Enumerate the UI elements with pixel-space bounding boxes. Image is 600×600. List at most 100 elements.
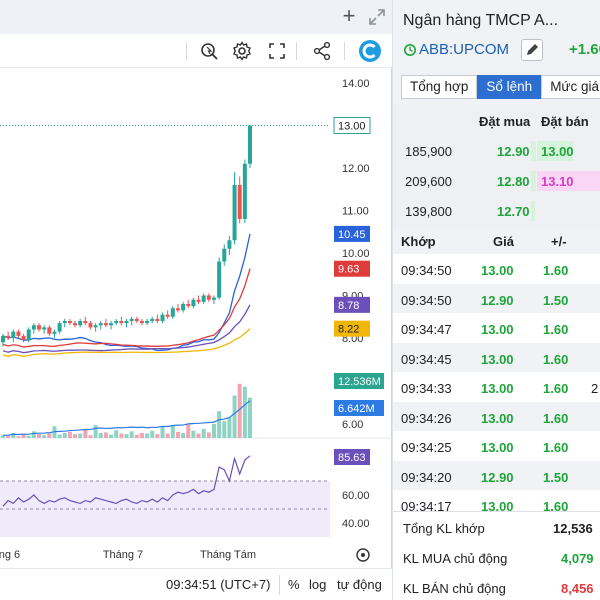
volume-bar: [155, 434, 160, 438]
fullscreen-icon[interactable]: [264, 38, 290, 64]
candle: [1, 335, 5, 343]
panel-tabs: Tổng hợp Sổ lệnh Mức giá: [401, 75, 600, 99]
orderbook-row[interactable]: 185,900 12.90 13.00: [393, 136, 600, 166]
total-label: Tổng KL khớp: [403, 521, 485, 536]
trade-change: 1.60: [543, 263, 569, 278]
trade-row[interactable]: 09:34:47 13.00 1.60: [393, 313, 600, 343]
time-axis-label: Tháng 7: [103, 549, 143, 561]
price-badge-label: 9.63: [338, 264, 359, 276]
volume-bar: [217, 411, 222, 438]
candle: [191, 299, 196, 307]
percent-scale-toggle[interactable]: %: [288, 577, 300, 592]
trades-list[interactable]: 09:34:50 13.00 1.60 09:34:50 12.90 1.50 09:34:…: [393, 254, 600, 511]
trade-time: 09:34:20: [401, 469, 452, 485]
tab-summary[interactable]: Tổng hợp: [401, 75, 478, 99]
price-badge-label: 12.536M: [338, 376, 381, 388]
axis-settings-icon: [361, 553, 365, 557]
trade-row[interactable]: 09:34:50 13.00 1.60: [393, 254, 600, 284]
refresh-icon[interactable]: [403, 43, 417, 57]
candle: [109, 323, 114, 326]
candle: [52, 331, 57, 334]
trade-change: 1.50: [543, 469, 569, 485]
price-header: Giá: [493, 234, 514, 249]
volume-bar: [165, 433, 170, 438]
trade-time: 09:34:45: [401, 351, 452, 367]
tab-orderbook[interactable]: Sổ lệnh: [477, 75, 542, 99]
edit-icon[interactable]: [521, 39, 543, 61]
price-badge-label: 8.78: [338, 300, 359, 312]
trade-row[interactable]: 09:34:17 13.00 1.60: [393, 490, 600, 511]
ma-red-line: [2, 268, 251, 348]
rsi-tick-label: 60.00: [342, 490, 370, 502]
candle: [37, 325, 42, 330]
volume-bar: [160, 426, 165, 438]
candle: [186, 304, 191, 307]
volume-bar: [186, 424, 191, 438]
total-label: KL MUA chủ động: [403, 551, 508, 566]
trade-row[interactable]: 09:34:25 13.00 1.60: [393, 431, 600, 461]
trade-change: 1.50: [543, 292, 569, 308]
expand-icon[interactable]: [366, 6, 388, 28]
volume-ma-line: [2, 400, 251, 436]
settings-gear-icon[interactable]: [229, 38, 255, 64]
orderbook: Đặt mua Đặt bán 185,900 12.90 13.00 209,…: [393, 104, 600, 230]
chart-bottombar: 09:34:51 (UTC+7) % log tự động: [0, 568, 392, 600]
ma-yellow-line: [2, 328, 251, 358]
candle: [196, 299, 201, 302]
volume-bar: [227, 417, 232, 438]
trade-row[interactable]: 09:34:45 13.00 1.60: [393, 342, 600, 372]
price-chart[interactable]: 14.0012.0011.0010.009.008.006.0060.0040.…: [0, 68, 392, 568]
price-badge: [334, 260, 370, 277]
totals-section: Tổng KL khớp 12,536 KL MUA chủ động 4,079 KL…: [393, 511, 600, 600]
trade-price: 12.90: [481, 292, 514, 308]
volume-bar: [98, 432, 103, 438]
add-chart-button[interactable]: +: [342, 3, 356, 28]
candle: [57, 323, 62, 332]
candle: [119, 321, 124, 324]
candle: [6, 335, 11, 338]
trades-header: Khớp Giá +/-: [393, 228, 600, 254]
zoom-cursor-icon[interactable]: [196, 38, 222, 64]
share-icon[interactable]: [309, 38, 335, 64]
volume-bar: [191, 430, 196, 438]
volume-bar: [237, 383, 242, 438]
log-scale-toggle[interactable]: log: [309, 577, 327, 592]
volume-bar: [114, 430, 119, 438]
volume-bar: [67, 431, 72, 438]
price-badge: [334, 400, 384, 416]
tab-price-levels[interactable]: Mức giá: [541, 75, 600, 99]
candle: [175, 308, 180, 311]
candle: [103, 323, 108, 326]
brand-logo-icon[interactable]: [357, 38, 383, 64]
price-badge: [334, 320, 370, 337]
candle: [67, 321, 72, 324]
trade-change: 1.60: [543, 322, 569, 337]
ticker-symbol[interactable]: ABB:UPCOM: [419, 41, 510, 58]
auto-scale-toggle[interactable]: tự động: [337, 577, 382, 592]
candle: [88, 323, 93, 328]
trade-row[interactable]: 09:34:20 12.90 1.50: [393, 460, 600, 490]
trade-change: 1.60: [543, 440, 569, 455]
candle: [242, 163, 247, 219]
volume-bar: [11, 432, 16, 438]
price-badge-label: 85.63: [338, 452, 366, 464]
candle: [248, 125, 252, 164]
trade-row[interactable]: 09:34:33 13.00 1.60 2: [393, 372, 600, 402]
toolbar-divider: [279, 575, 280, 595]
trade-row[interactable]: 09:34:50 12.90 1.50: [393, 283, 600, 313]
trade-price: 13.00: [481, 499, 514, 511]
trade-row[interactable]: 09:34:26 13.00 1.60: [393, 401, 600, 431]
candle: [21, 335, 26, 341]
candle: [160, 314, 165, 321]
orderbook-row[interactable]: 209,600 12.80 13.10: [393, 166, 600, 196]
candle: [16, 331, 21, 336]
trade-price: 13.00: [481, 263, 514, 278]
price-badge-label: 6.642M: [338, 403, 375, 415]
time-axis-label: Tháng Tám: [200, 549, 256, 561]
stock-title: Ngân hàng TMCP A...: [403, 12, 559, 29]
volume-bar: [170, 425, 175, 438]
volume-bar: [109, 434, 114, 438]
volume-bar: [242, 386, 247, 438]
orderbook-row[interactable]: 139,800 12.70: [393, 196, 600, 226]
